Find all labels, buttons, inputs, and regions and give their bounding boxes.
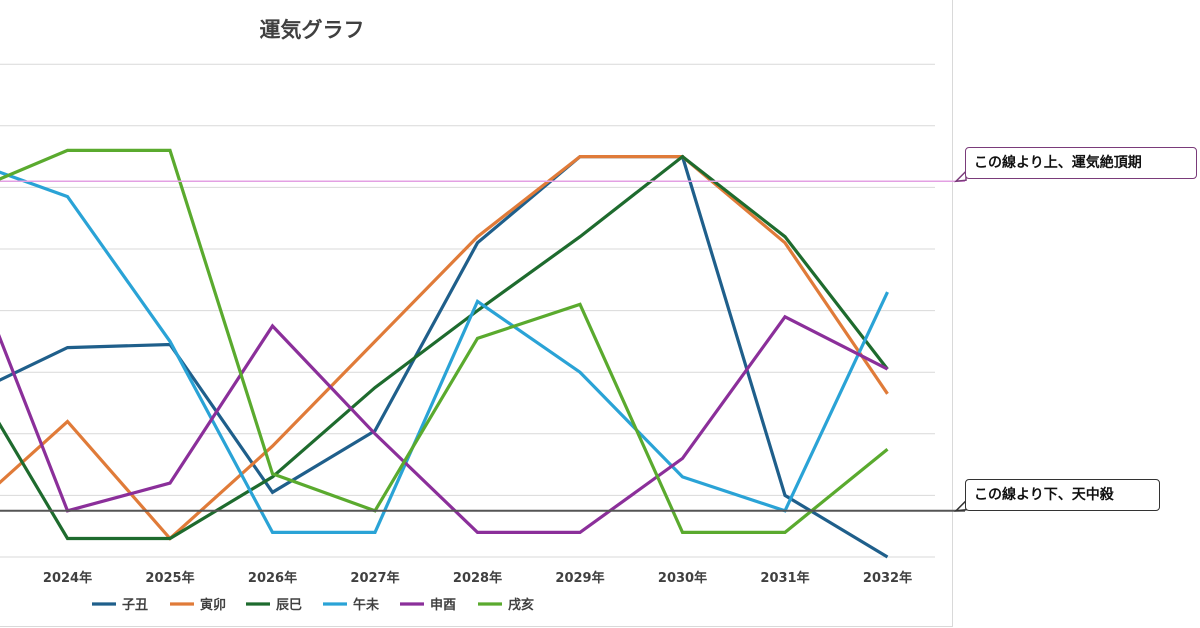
series-line-5 bbox=[0, 314, 889, 535]
lower-threshold-callout: この線より下、天中殺 bbox=[965, 478, 1160, 511]
x-tick-label: 2027年 bbox=[350, 570, 399, 586]
x-tick-label: 2028年 bbox=[453, 570, 502, 586]
legend-label: 寅卯 bbox=[200, 597, 226, 613]
x-tick-label: 2032年 bbox=[863, 570, 912, 586]
x-tick-label: 2031年 bbox=[760, 570, 809, 586]
x-tick-label: 2029年 bbox=[555, 570, 604, 586]
legend-label: 戌亥 bbox=[508, 597, 534, 613]
legend-label: 辰巳 bbox=[276, 598, 302, 613]
legend-label: 午未 bbox=[353, 597, 380, 613]
legend-label: 子丑 bbox=[122, 598, 148, 613]
chart-panel bbox=[0, 0, 953, 627]
series-line-2 bbox=[0, 155, 889, 541]
x-tick-label: 2030年 bbox=[658, 570, 707, 586]
x-tick-label: 2024年 bbox=[43, 570, 92, 586]
x-tick-label: 2026年 bbox=[248, 570, 297, 586]
series-line-1 bbox=[0, 155, 889, 559]
series-line-4 bbox=[0, 170, 889, 535]
legend-label: 申酉 bbox=[430, 597, 456, 613]
chart-title: 運気グラフ bbox=[260, 18, 365, 42]
series-line-3 bbox=[0, 154, 889, 541]
upper-threshold-callout: この線より上、運気絶頂期 bbox=[965, 147, 1197, 180]
x-tick-label: 2025年 bbox=[145, 570, 194, 586]
series-line-6 bbox=[0, 148, 889, 535]
